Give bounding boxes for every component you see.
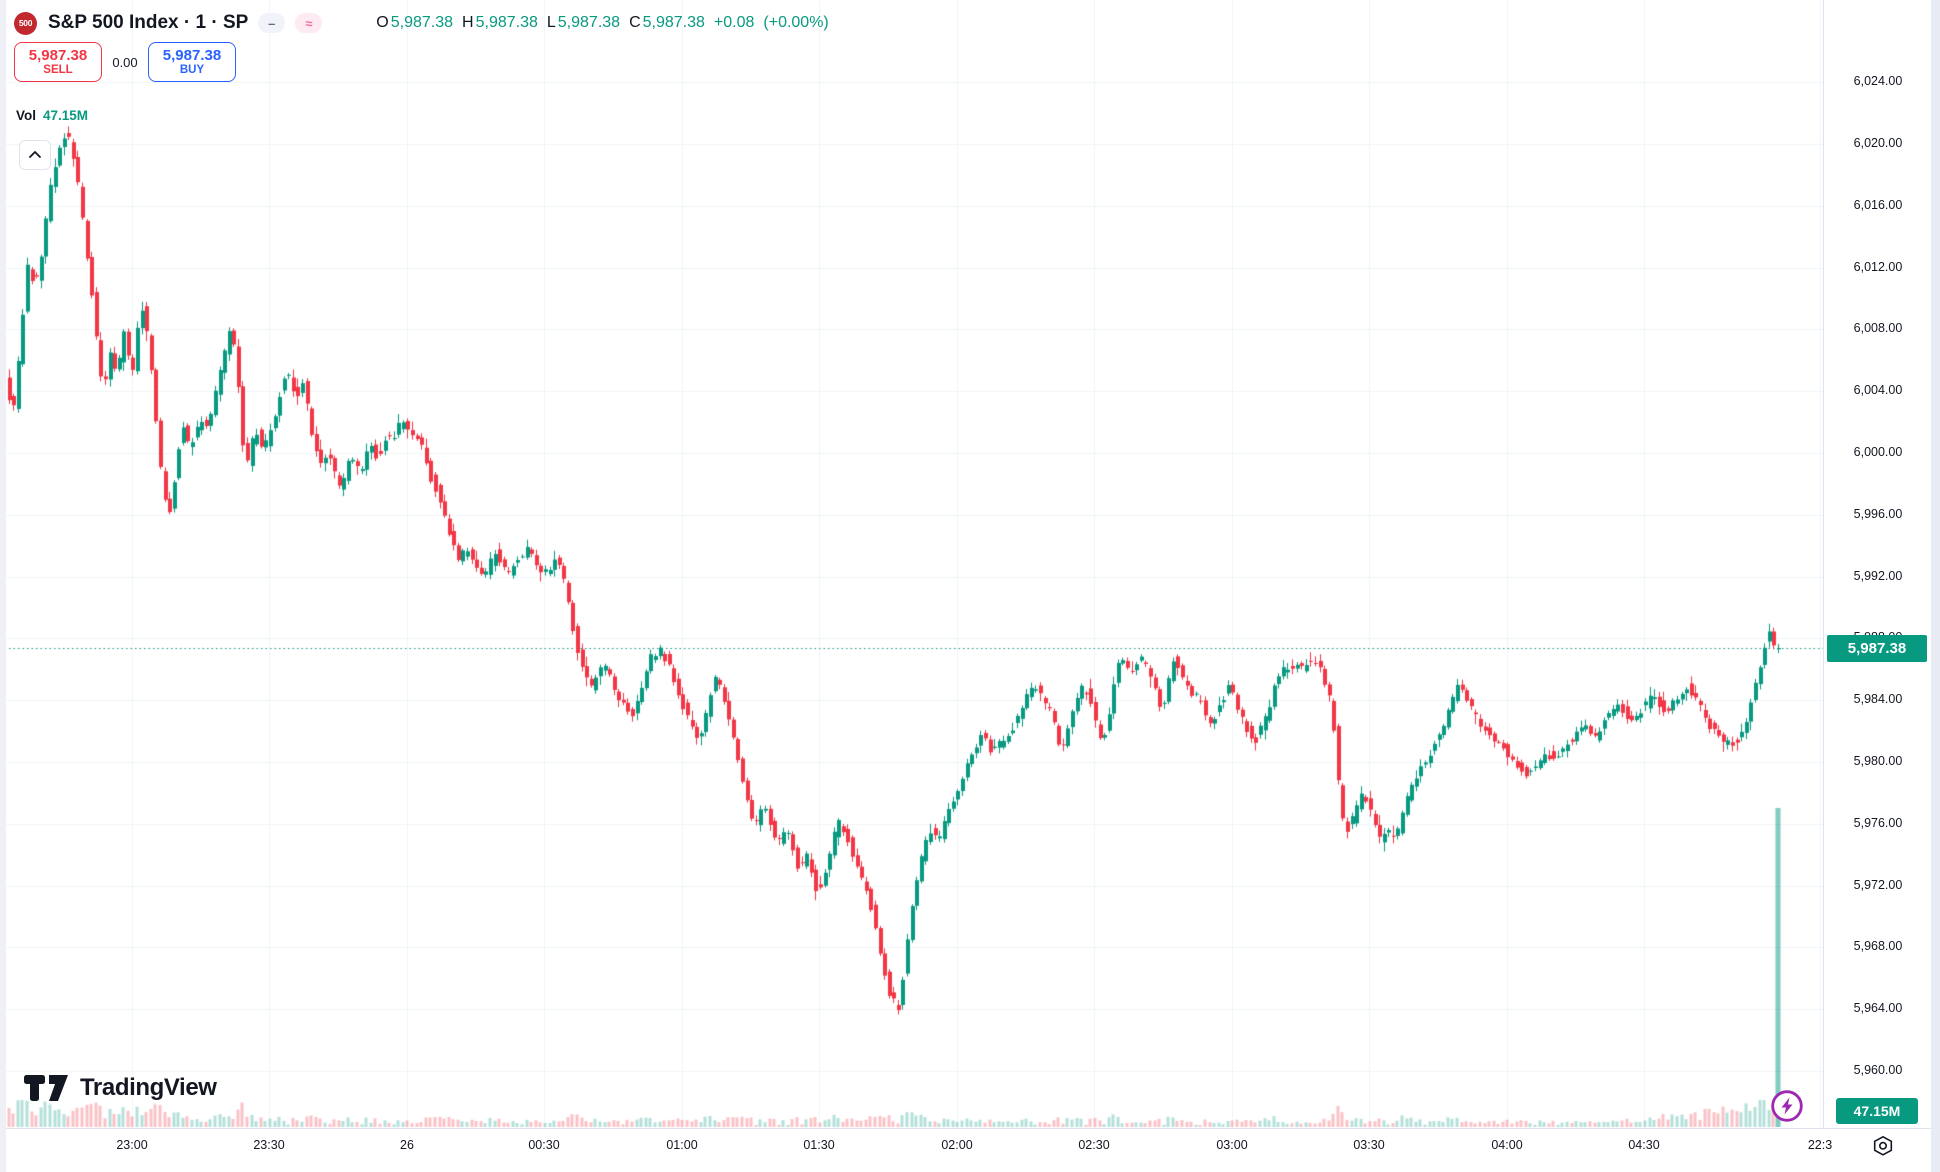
change-percent: (+0.00%) xyxy=(763,14,829,31)
pane-collapse-button[interactable] xyxy=(19,140,51,170)
price-tick-label: 5,968.00 xyxy=(1853,939,1903,954)
trade-panel: 5,987.38 SELL 0.00 5,987.38 BUY xyxy=(14,42,236,82)
price-tick-label: 5,976.00 xyxy=(1853,815,1903,830)
time-tick-label: 02:00 xyxy=(941,1138,973,1152)
gear-icon[interactable] xyxy=(1871,1134,1895,1158)
price-tick-label: 6,000.00 xyxy=(1853,445,1903,460)
buy-price: 5,987.38 xyxy=(162,47,222,65)
time-tick-label: 01:00 xyxy=(666,1138,698,1152)
price-tick-label: 5,996.00 xyxy=(1853,506,1903,521)
time-tick-label: 26 xyxy=(400,1138,414,1152)
price-axis[interactable]: 6,024.00 6,020.00 6,016.00 6,012.00 6,008.00… xyxy=(1823,0,1932,1128)
volume-indicator-row: Vol 47.15M xyxy=(16,108,88,123)
price-tick-label: 5,992.00 xyxy=(1853,568,1903,583)
time-tick-label: 04:30 xyxy=(1628,1138,1660,1152)
right-edge-panel xyxy=(1931,0,1940,1172)
lightning-bolt-icon xyxy=(1771,1090,1803,1122)
current-price-badge: 5,987.38 xyxy=(1827,634,1927,662)
symbol-title[interactable]: S&P 500 Index · 1 · SP xyxy=(48,12,249,33)
tradingview-logo-text: TradingView xyxy=(80,1074,217,1101)
time-tick-label: 02:30 xyxy=(1078,1138,1110,1152)
buy-label: BUY xyxy=(179,63,205,76)
price-tick-label: 6,024.00 xyxy=(1853,74,1903,89)
time-axis[interactable]: 2523:0023:302600:3001:0001:3002:0002:300… xyxy=(0,1128,1940,1172)
time-tick-label: 04:00 xyxy=(1491,1138,1523,1152)
open-label: O xyxy=(376,14,389,31)
chevron-up-icon xyxy=(29,151,41,158)
price-tick-label: 5,972.00 xyxy=(1853,877,1903,892)
low-value: 5,987.38 xyxy=(557,14,621,31)
open-value: 5,987.38 xyxy=(390,14,454,31)
low-label: L xyxy=(546,14,556,31)
time-tick-label: 03:00 xyxy=(1216,1138,1248,1152)
high-value: 5,987.38 xyxy=(475,14,538,31)
time-tick-label: 00:30 xyxy=(528,1138,560,1152)
price-tick-label: 5,984.00 xyxy=(1853,692,1903,707)
price-tick-label: 5,960.00 xyxy=(1853,1063,1903,1078)
time-tick-label: 23:30 xyxy=(253,1138,285,1152)
candlestick-chart-canvas[interactable] xyxy=(0,0,1823,1128)
high-label: H xyxy=(462,14,474,31)
collapse-pill-icon[interactable]: – xyxy=(258,13,286,33)
sell-button[interactable]: 5,987.38 SELL xyxy=(14,42,102,82)
change-value: +0.08 xyxy=(713,14,755,31)
time-tick-label: 03:30 xyxy=(1353,1138,1385,1152)
price-tick-label: 6,012.00 xyxy=(1853,259,1903,274)
sell-label: SELL xyxy=(43,63,73,76)
volume-value: 47.15M xyxy=(43,108,89,123)
approx-pill-icon[interactable]: ≈ xyxy=(295,13,323,33)
time-tick-label: 01:30 xyxy=(803,1138,835,1152)
time-tick-label: 23:00 xyxy=(116,1138,148,1152)
spread-value: 0.00 xyxy=(112,54,138,70)
tradingview-logo-icon xyxy=(24,1075,68,1101)
sp500-logo-icon: 500 xyxy=(14,11,37,35)
buy-button[interactable]: 5,987.38 BUY xyxy=(148,42,236,82)
sell-price: 5,987.38 xyxy=(28,47,88,65)
price-tick-label: 6,008.00 xyxy=(1853,321,1903,336)
volume-label: Vol xyxy=(16,108,36,123)
price-tick-label: 6,004.00 xyxy=(1853,383,1903,398)
price-tick-label: 5,964.00 xyxy=(1853,1001,1903,1016)
price-tick-label: 6,016.00 xyxy=(1853,197,1903,212)
close-value: 5,987.38 xyxy=(642,14,705,31)
price-tick-label: 6,020.00 xyxy=(1853,136,1903,151)
ohlc-row: O 5,987.38 H 5,987.38 L 5,987.38 C 5,987.38 … xyxy=(376,14,828,32)
boost-button[interactable] xyxy=(1769,1088,1805,1124)
close-label: C xyxy=(629,14,641,31)
price-tick-label: 5,980.00 xyxy=(1853,754,1903,769)
session-volume-badge: 47.15M xyxy=(1836,1098,1918,1124)
left-edge-panel xyxy=(0,0,6,1172)
chart-header: 500 S&P 500 Index · 1 · SP – ≈ O 5,987.38… xyxy=(14,8,829,38)
tradingview-logo[interactable]: TradingView xyxy=(24,1072,217,1104)
time-tick-label: 22:3 xyxy=(1807,1138,1833,1152)
